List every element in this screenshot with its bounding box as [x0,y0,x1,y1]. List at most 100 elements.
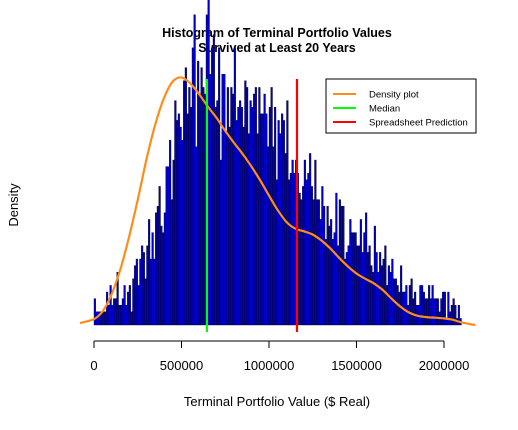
histogram-bar [183,80,186,326]
histogram-bar [272,146,275,326]
histogram-bar [239,100,242,326]
histogram-bar [267,146,270,326]
histogram-bar [174,100,177,326]
histogram-bar [328,225,331,326]
histogram-bar [359,219,362,326]
histogram-bar [407,305,410,326]
histogram-bar [419,285,422,326]
histogram-bar [368,245,371,326]
histogram-bar [107,305,110,326]
histogram-bar [218,47,221,326]
histogram-bar [426,298,429,326]
legend-label: Spreadsheet Prediction [369,118,468,129]
histogram-bar [200,67,203,326]
histogram-bar [139,258,142,326]
histogram-bar [226,87,229,326]
histogram-bar [111,305,114,326]
histogram-bar [212,34,215,326]
histogram-bar [93,298,96,326]
histogram-bar [146,245,149,326]
histogram-bar [118,305,121,326]
histogram-bar [429,298,432,326]
histogram-bar [216,100,219,326]
density-curve-group [79,76,476,327]
histogram-bar [380,265,383,326]
x-tick-label: 1500000 [331,358,382,373]
histogram-bar [244,80,247,326]
histogram-bar [197,60,200,326]
histogram-bar [221,74,224,326]
histogram-bar [116,272,119,326]
histogram-bar [251,107,254,326]
histogram-bar [141,245,144,326]
histogram-bar [265,113,268,326]
histogram-bar [326,206,329,326]
histogram-bar [204,93,207,326]
histogram-bar [309,153,312,326]
histogram-bar [384,245,387,326]
histogram-bar [338,199,341,326]
histogram-bar [424,298,427,326]
histogram-bar [428,285,431,326]
histogram-bar [156,206,159,326]
histogram-bar [211,47,214,326]
histogram-bar [274,107,277,326]
histogram-bar [153,258,156,326]
histogram-bar [358,245,361,326]
histogram-bar [198,93,201,326]
histogram-bar [127,291,130,326]
x-tick-label: 500000 [160,358,203,373]
histogram-bar [277,120,280,326]
reference-lines [205,79,299,332]
histogram-bar [181,140,184,326]
histogram-bar [130,311,133,326]
histogram-bar [207,0,210,326]
histogram-bar [433,298,436,326]
x-tick-label: 2000000 [419,358,470,373]
histogram-bar [457,305,460,326]
histogram-bar [375,252,378,326]
histogram-bar [270,87,273,326]
histogram-bar [340,206,343,326]
histogram-bar [302,186,305,326]
histogram-bar [172,159,175,326]
histogram-bar [440,298,443,326]
histogram-bar [373,225,376,326]
histogram-bar [193,14,196,326]
histogram-bar [249,100,252,326]
histogram-bar [191,47,194,326]
legend-box [325,78,477,134]
histogram-bar [286,100,289,326]
histogram-bar [305,179,308,326]
histogram-bar [97,311,100,326]
histogram-bar [370,265,373,326]
histogram-bar [414,291,417,326]
histogram-bar [333,232,336,326]
histogram-bar [102,311,105,326]
histogram-bar [312,199,315,326]
histogram-bar [256,133,259,326]
histogram-bar [177,113,180,326]
histogram-bar [135,258,138,326]
histogram-bar [289,173,292,326]
histogram-bar [345,252,348,326]
y-axis-label: Density [6,183,21,227]
histogram-bar [307,173,310,326]
x-tick-label: 0 [90,358,97,373]
histogram-bar [148,219,151,326]
histogram-bar [422,291,425,326]
histogram-bar [125,305,128,326]
histogram-bar [151,232,154,326]
histogram-bar [282,120,285,326]
histogram-bar [298,192,301,326]
histogram-bar [186,113,189,326]
histogram-bar [317,199,320,326]
histogram-bar [225,133,228,326]
histogram-bar [291,159,294,326]
histogram-bar [114,298,117,326]
histogram-bar [347,245,350,326]
histogram-bar [162,232,165,326]
histogram-bar [436,298,439,326]
histogram-bar [155,212,158,326]
x-tick-label: 1000000 [244,358,295,373]
